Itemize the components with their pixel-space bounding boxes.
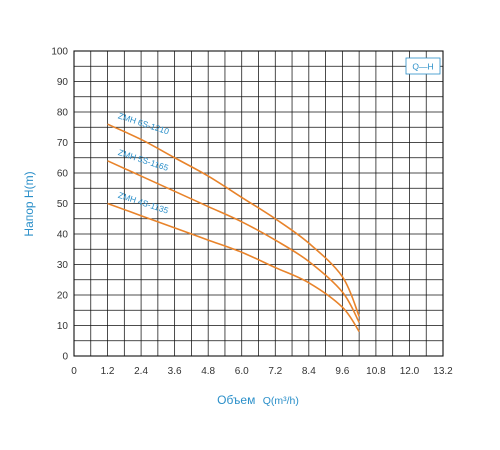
y-tick-label: 20	[57, 291, 69, 302]
x-tick-label: 13.2	[433, 366, 453, 377]
x-axis-label-main: Объем	[217, 393, 255, 407]
chart-series	[107, 123, 360, 333]
x-axis-label-unit: Q(m³/h)	[263, 395, 299, 407]
series-line-1	[107, 123, 360, 317]
x-axis-label: Объем Q(m³/h)	[217, 393, 299, 407]
series-label-3: ZMH 4S-1135	[117, 190, 170, 216]
x-tick-label: 2.4	[134, 366, 148, 377]
x-tick-label: 12.0	[400, 366, 420, 377]
plot-border	[73, 50, 444, 357]
y-axis-label: Напор H(m)	[22, 171, 36, 236]
x-tick-label: 1.2	[101, 366, 115, 377]
y-tick-label: 30	[57, 260, 69, 271]
x-tick-label: 7.2	[268, 366, 282, 377]
y-tick-label: 100	[51, 47, 68, 58]
x-tick-label: 3.6	[168, 366, 182, 377]
chart-grid	[73, 50, 444, 357]
series-line-2	[107, 160, 360, 323]
x-tick-label: 10.8	[366, 366, 386, 377]
x-tick-label: 6.0	[235, 366, 249, 377]
x-tick-labels: 0 1.2 2.4 3.6 4.8 6.0 7.2 8.4 9.6 10.8 12.0 13.2	[71, 366, 453, 377]
series-line-3	[107, 202, 360, 333]
y-tick-label: 10	[57, 321, 69, 332]
y-tick-label: 70	[57, 138, 69, 149]
x-tick-label: 8.4	[302, 366, 316, 377]
y-tick-label: 40	[57, 230, 69, 241]
y-tick-label: 90	[57, 77, 69, 88]
y-tick-label: 50	[57, 199, 69, 210]
legend-label: Q—H	[412, 62, 433, 72]
x-tick-label: 9.6	[335, 366, 349, 377]
y-tick-labels: 0 10 20 30 40 50 60 70 80 90 100	[51, 47, 68, 363]
y-tick-label: 60	[57, 169, 69, 180]
x-tick-label: 0	[71, 366, 77, 377]
legend: Q—H	[405, 57, 441, 75]
legend-box	[405, 57, 441, 75]
x-tick-label: 4.8	[201, 366, 215, 377]
y-tick-label: 0	[62, 352, 68, 363]
y-tick-label: 80	[57, 108, 69, 119]
